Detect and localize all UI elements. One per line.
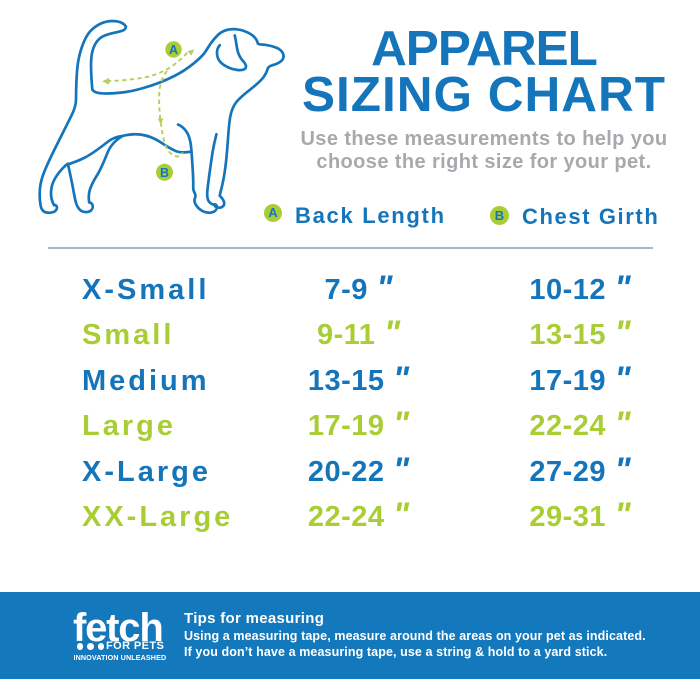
svg-text:A: A xyxy=(169,43,178,57)
svg-text:B: B xyxy=(160,166,169,180)
